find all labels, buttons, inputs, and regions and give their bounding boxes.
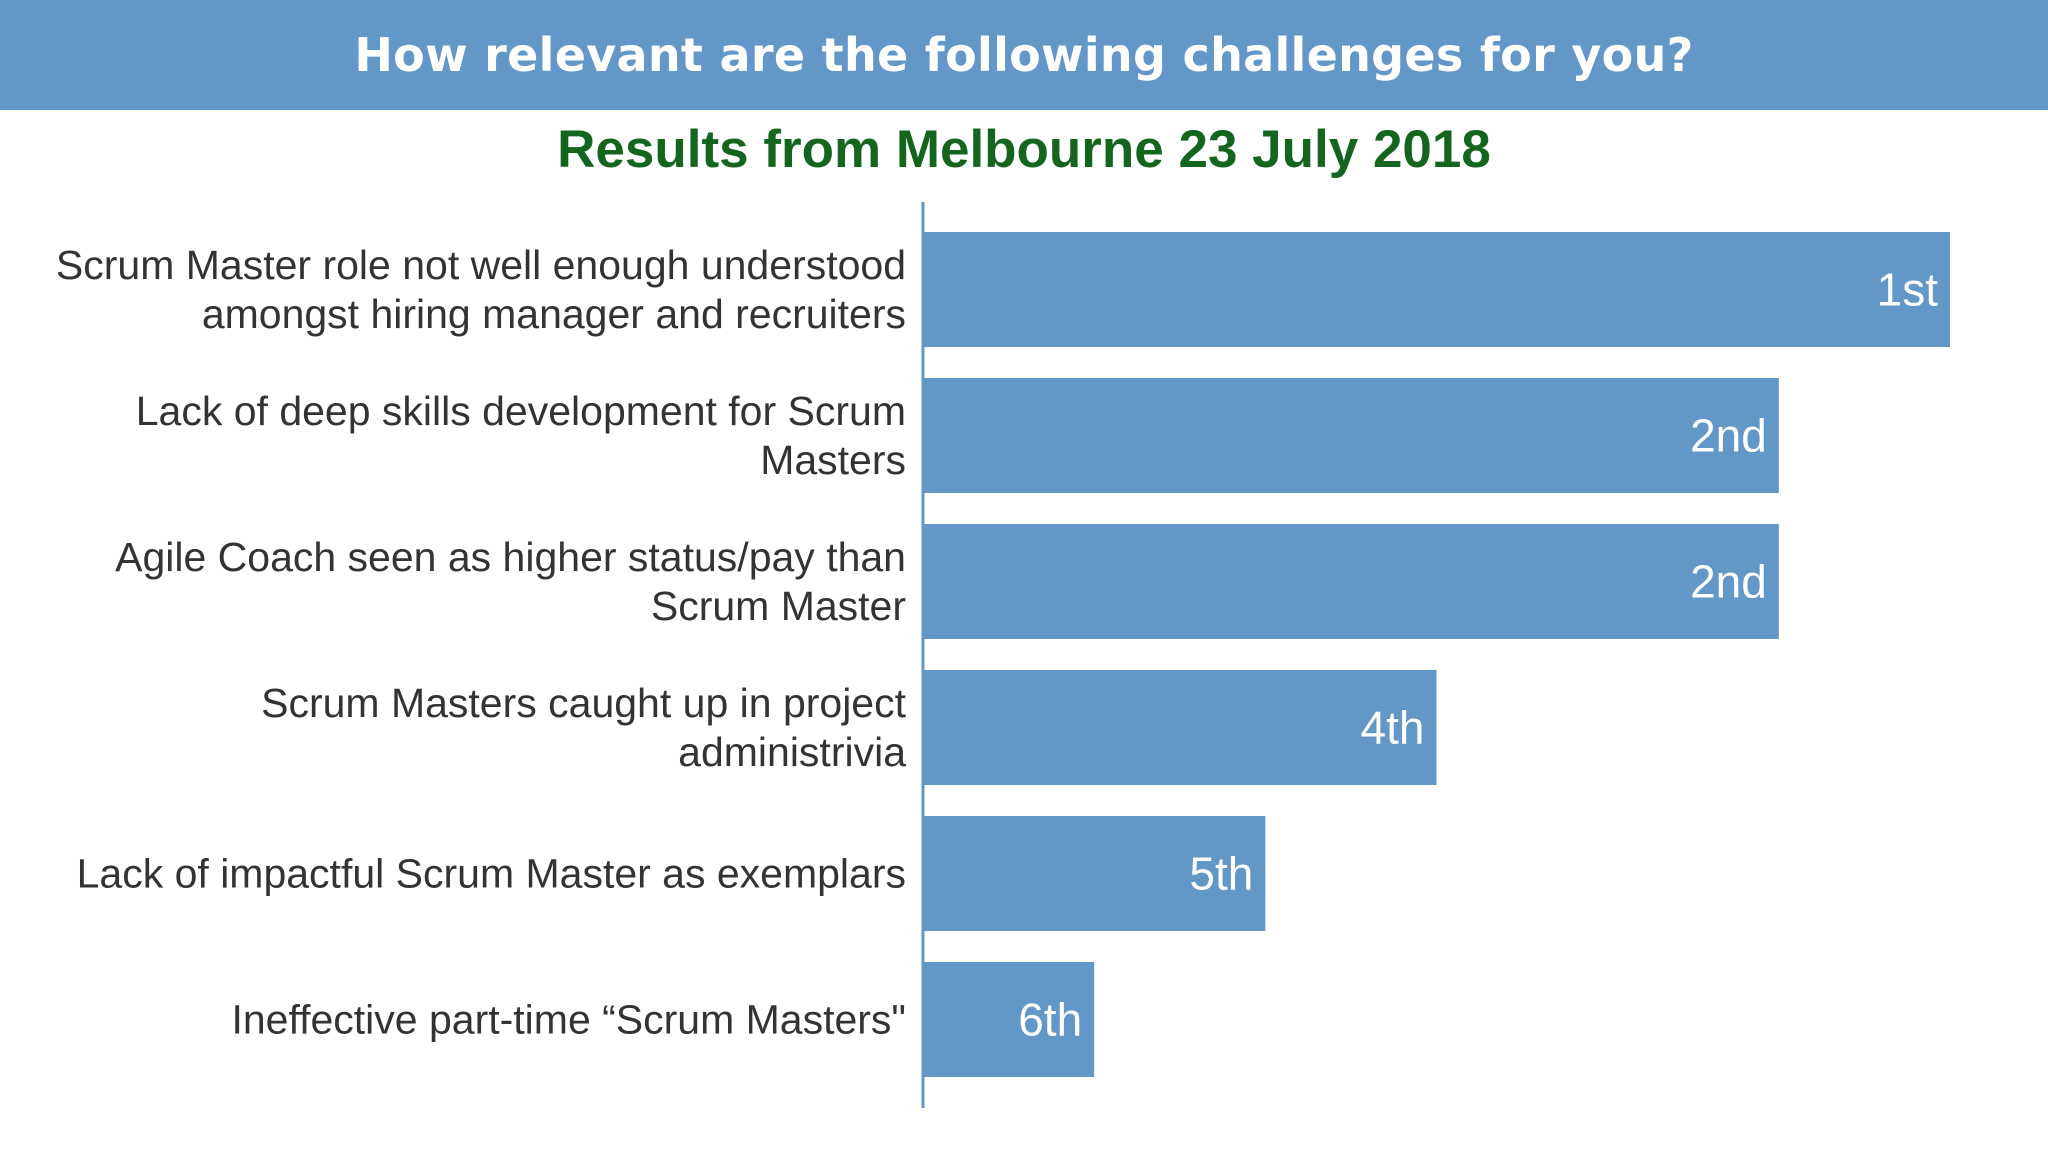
- category-label: Ineffective part-time “Scrum Masters": [231, 997, 906, 1043]
- category-label: Masters: [760, 437, 906, 483]
- category-label: Scrum Master role not well enough unders…: [56, 242, 906, 288]
- bar-group: 2nd Agile Coach seen as higher status/pay…: [115, 524, 1779, 639]
- bar-data-label: 5th: [1189, 848, 1253, 900]
- bar-group: 5th Lack of impactful Scrum Master as exe…: [77, 816, 1266, 931]
- bar-data-label: 6th: [1018, 994, 1082, 1046]
- page-title: How relevant are the following challenge…: [354, 28, 1694, 82]
- bar: [923, 378, 1779, 493]
- category-label: Lack of deep skills development for Scru…: [136, 388, 906, 434]
- category-label: amongst hiring manager and recruiters: [202, 291, 906, 337]
- bar: [923, 232, 1950, 347]
- bar-data-label: 2nd: [1690, 410, 1767, 462]
- bar-group: 2nd Lack of deep skills development for S…: [136, 378, 1779, 493]
- chart-subtitle: Results from Melbourne 23 July 2018: [557, 120, 1491, 179]
- category-label: Lack of impactful Scrum Master as exempl…: [77, 851, 906, 897]
- bar: [923, 962, 1095, 1077]
- bar-group: 1st Scrum Master role not well enough und…: [56, 232, 1950, 347]
- category-label: Scrum Masters caught up in project: [261, 680, 906, 726]
- bar: [923, 670, 1437, 785]
- bar-group: 6th Ineffective part-time “Scrum Masters": [231, 962, 1095, 1077]
- bar-group: 4th Scrum Masters caught up in projectadm…: [261, 670, 1437, 785]
- bar: [923, 524, 1779, 639]
- bar-data-label: 2nd: [1690, 556, 1767, 608]
- bar: [923, 816, 1266, 931]
- category-label: administrivia: [678, 729, 906, 775]
- bar-data-label: 1st: [1877, 264, 1939, 316]
- category-label: Scrum Master: [651, 583, 906, 629]
- title-banner: How relevant are the following challenge…: [0, 0, 2048, 110]
- bar-data-label: 4th: [1361, 702, 1425, 754]
- category-label: Agile Coach seen as higher status/pay th…: [115, 534, 906, 580]
